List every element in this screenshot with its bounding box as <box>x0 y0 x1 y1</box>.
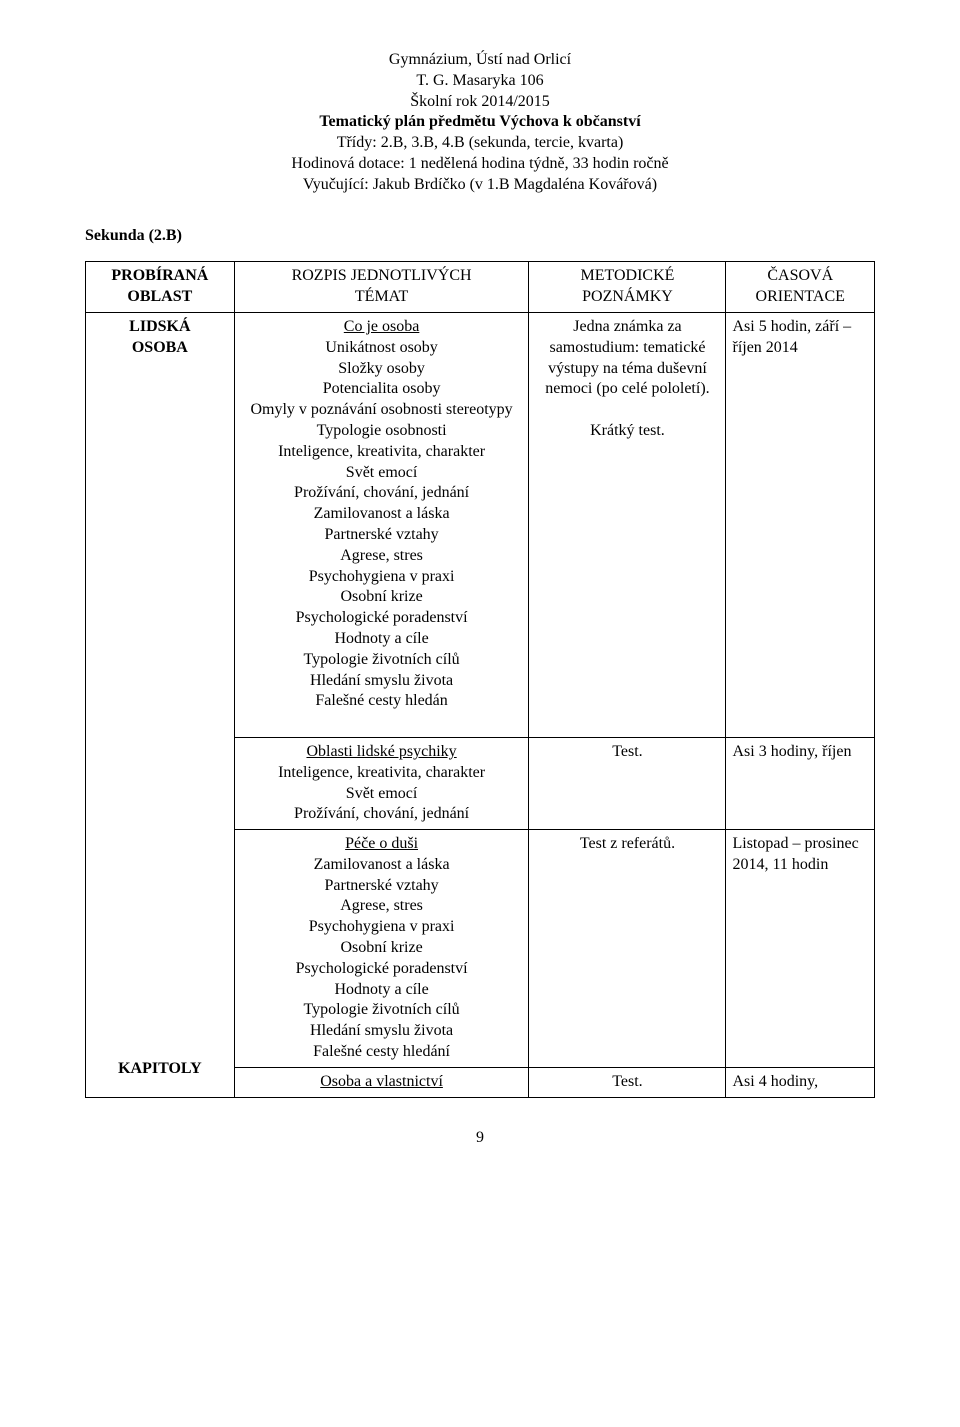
notes-cell: Test. <box>529 737 726 829</box>
topic-heading: Osoba a vlastnictví <box>320 1073 443 1090</box>
col-header-time: ČASOVÁ ORIENTACE <box>726 262 875 313</box>
school-address: T. G. Masaryka 106 <box>85 71 875 92</box>
hours: Hodinová dotace: 1 nedělená hodina týdně… <box>85 154 875 175</box>
classes: Třídy: 2.B, 3.B, 4.B (sekunda, tercie, k… <box>85 133 875 154</box>
school-name: Gymnázium, Ústí nad Orlicí <box>85 50 875 71</box>
page-number: 9 <box>85 1128 875 1149</box>
section-title: Sekunda (2.B) <box>85 226 875 247</box>
topic-heading: Oblasti lidské psychiky <box>306 743 456 760</box>
col-header-notes: METODICKÉ POZNÁMKY <box>529 262 726 313</box>
time-cell: Asi 5 hodin, září – říjen 2014 <box>726 312 875 737</box>
topics-cell: Oblasti lidské psychiky Inteligence, kre… <box>234 737 529 829</box>
time-cell: Asi 4 hodiny, <box>726 1067 875 1097</box>
plan-title: Tematický plán předmětu Výchova k občans… <box>85 112 875 133</box>
area-cell: LIDSKÁ OSOBA KAPITOLY <box>86 312 235 1097</box>
notes-cell: Test z referátů. <box>529 830 726 1068</box>
notes-cell: Jedna známka za samostudium: tematické v… <box>529 312 726 737</box>
topics-cell: Osoba a vlastnictví <box>234 1067 529 1097</box>
notes-cell: Test. <box>529 1067 726 1097</box>
curriculum-table: PROBÍRANÁ OBLAST ROZPIS JEDNOTLIVÝCH TÉM… <box>85 261 875 1097</box>
table-header-row: PROBÍRANÁ OBLAST ROZPIS JEDNOTLIVÝCH TÉM… <box>86 262 875 313</box>
topic-heading: Co je osoba <box>344 318 420 335</box>
topics-cell: Co je osoba Unikátnost osoby Složky osob… <box>234 312 529 737</box>
document-header: Gymnázium, Ústí nad Orlicí T. G. Masaryk… <box>85 50 875 196</box>
school-year: Školní rok 2014/2015 <box>85 92 875 113</box>
col-header-area: PROBÍRANÁ OBLAST <box>86 262 235 313</box>
teacher: Vyučující: Jakub Brdíčko (v 1.B Magdalén… <box>85 175 875 196</box>
col-header-topics: ROZPIS JEDNOTLIVÝCH TÉMAT <box>234 262 529 313</box>
table-row: LIDSKÁ OSOBA KAPITOLY Co je osoba Unikát… <box>86 312 875 737</box>
time-cell: Asi 3 hodiny, říjen <box>726 737 875 829</box>
topic-heading: Péče o duši <box>345 835 418 852</box>
time-cell: Listopad – prosinec 2014, 11 hodin <box>726 830 875 1068</box>
topics-cell: Péče o duši Zamilovanost a láska Partner… <box>234 830 529 1068</box>
